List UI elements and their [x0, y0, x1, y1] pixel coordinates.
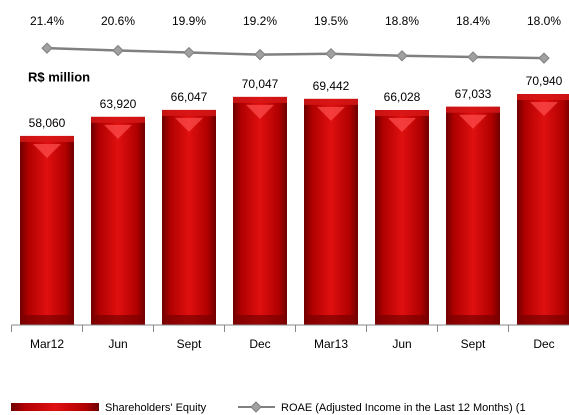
line-marker [41, 42, 53, 54]
line-value-label: 19.9% [172, 14, 206, 28]
bar-cap [304, 98, 358, 105]
bar-value-label: 70,940 [526, 74, 563, 88]
line-value-label: 21.4% [30, 14, 64, 28]
bar [517, 94, 569, 326]
bar [233, 96, 287, 325]
bar-cap [517, 94, 569, 101]
bar-highlight [388, 117, 416, 132]
bar-value-label: 66,028 [384, 90, 421, 104]
x-tick-label: Mar13 [314, 337, 348, 351]
bar-value-label: 63,920 [100, 97, 137, 111]
bar-cap [375, 109, 429, 116]
line-marker [183, 46, 195, 59]
x-tick-label: Dec [533, 337, 554, 351]
bar-base [375, 315, 429, 325]
bar-highlight [33, 143, 61, 158]
line-value-label: 19.2% [243, 14, 277, 28]
bar-base [20, 315, 74, 325]
bar-cap [446, 106, 500, 113]
bar [375, 109, 429, 325]
line-marker [396, 50, 408, 62]
line-value-label: 20.6% [101, 14, 135, 28]
bar-highlight [317, 106, 345, 121]
bar-value-label: 70,047 [242, 77, 279, 91]
line-marker [325, 48, 337, 60]
bar [162, 109, 216, 326]
bar-highlight [175, 117, 203, 132]
line-marker [538, 52, 550, 64]
x-tick-label: Dec [249, 337, 270, 351]
bar [304, 98, 358, 325]
bar-cap [233, 96, 287, 103]
x-tick-label: Sept [461, 337, 486, 351]
bar-base [446, 315, 500, 325]
bar [20, 135, 74, 325]
bar-value-label: 67,033 [455, 87, 492, 101]
bar-value-label: 58,060 [29, 116, 66, 130]
line-marker [467, 51, 479, 63]
line-value-label: 18.4% [456, 14, 490, 28]
bar-base [304, 315, 358, 325]
bar-highlight [104, 124, 132, 139]
legend-swatch [11, 403, 99, 411]
line-marker [112, 44, 124, 57]
bar-highlight [246, 104, 274, 119]
bar-base [162, 315, 216, 325]
unit-label: R$ million [28, 69, 90, 84]
bar-value-label: 69,442 [313, 79, 350, 93]
bar-base [91, 315, 145, 325]
bar-cap [162, 109, 216, 116]
bar-cap [91, 116, 145, 123]
x-tick-label: Jun [392, 337, 411, 351]
bar-highlight [530, 102, 558, 117]
line [46, 46, 545, 60]
x-tick-label: Jun [108, 337, 127, 351]
x-tick-label: Mar12 [30, 337, 64, 351]
bar [446, 106, 500, 326]
line-value-label: 18.8% [385, 14, 419, 28]
line-value-label: 18.0% [527, 14, 561, 28]
bar [91, 116, 145, 325]
line-value-label: 19.5% [314, 14, 348, 28]
line-marker [254, 48, 266, 61]
legend-label: ROAE (Adjusted Income in the Last 12 Mon… [281, 402, 526, 414]
bar-cap [20, 135, 74, 142]
bar-value-label: 66,047 [171, 90, 208, 104]
bar-highlight [459, 114, 487, 129]
x-tick-label: Sept [177, 337, 202, 351]
legend-marker [250, 401, 262, 413]
legend-label: Shareholders' Equity [105, 402, 207, 414]
bar-base [233, 315, 287, 325]
bar-base [517, 315, 569, 325]
